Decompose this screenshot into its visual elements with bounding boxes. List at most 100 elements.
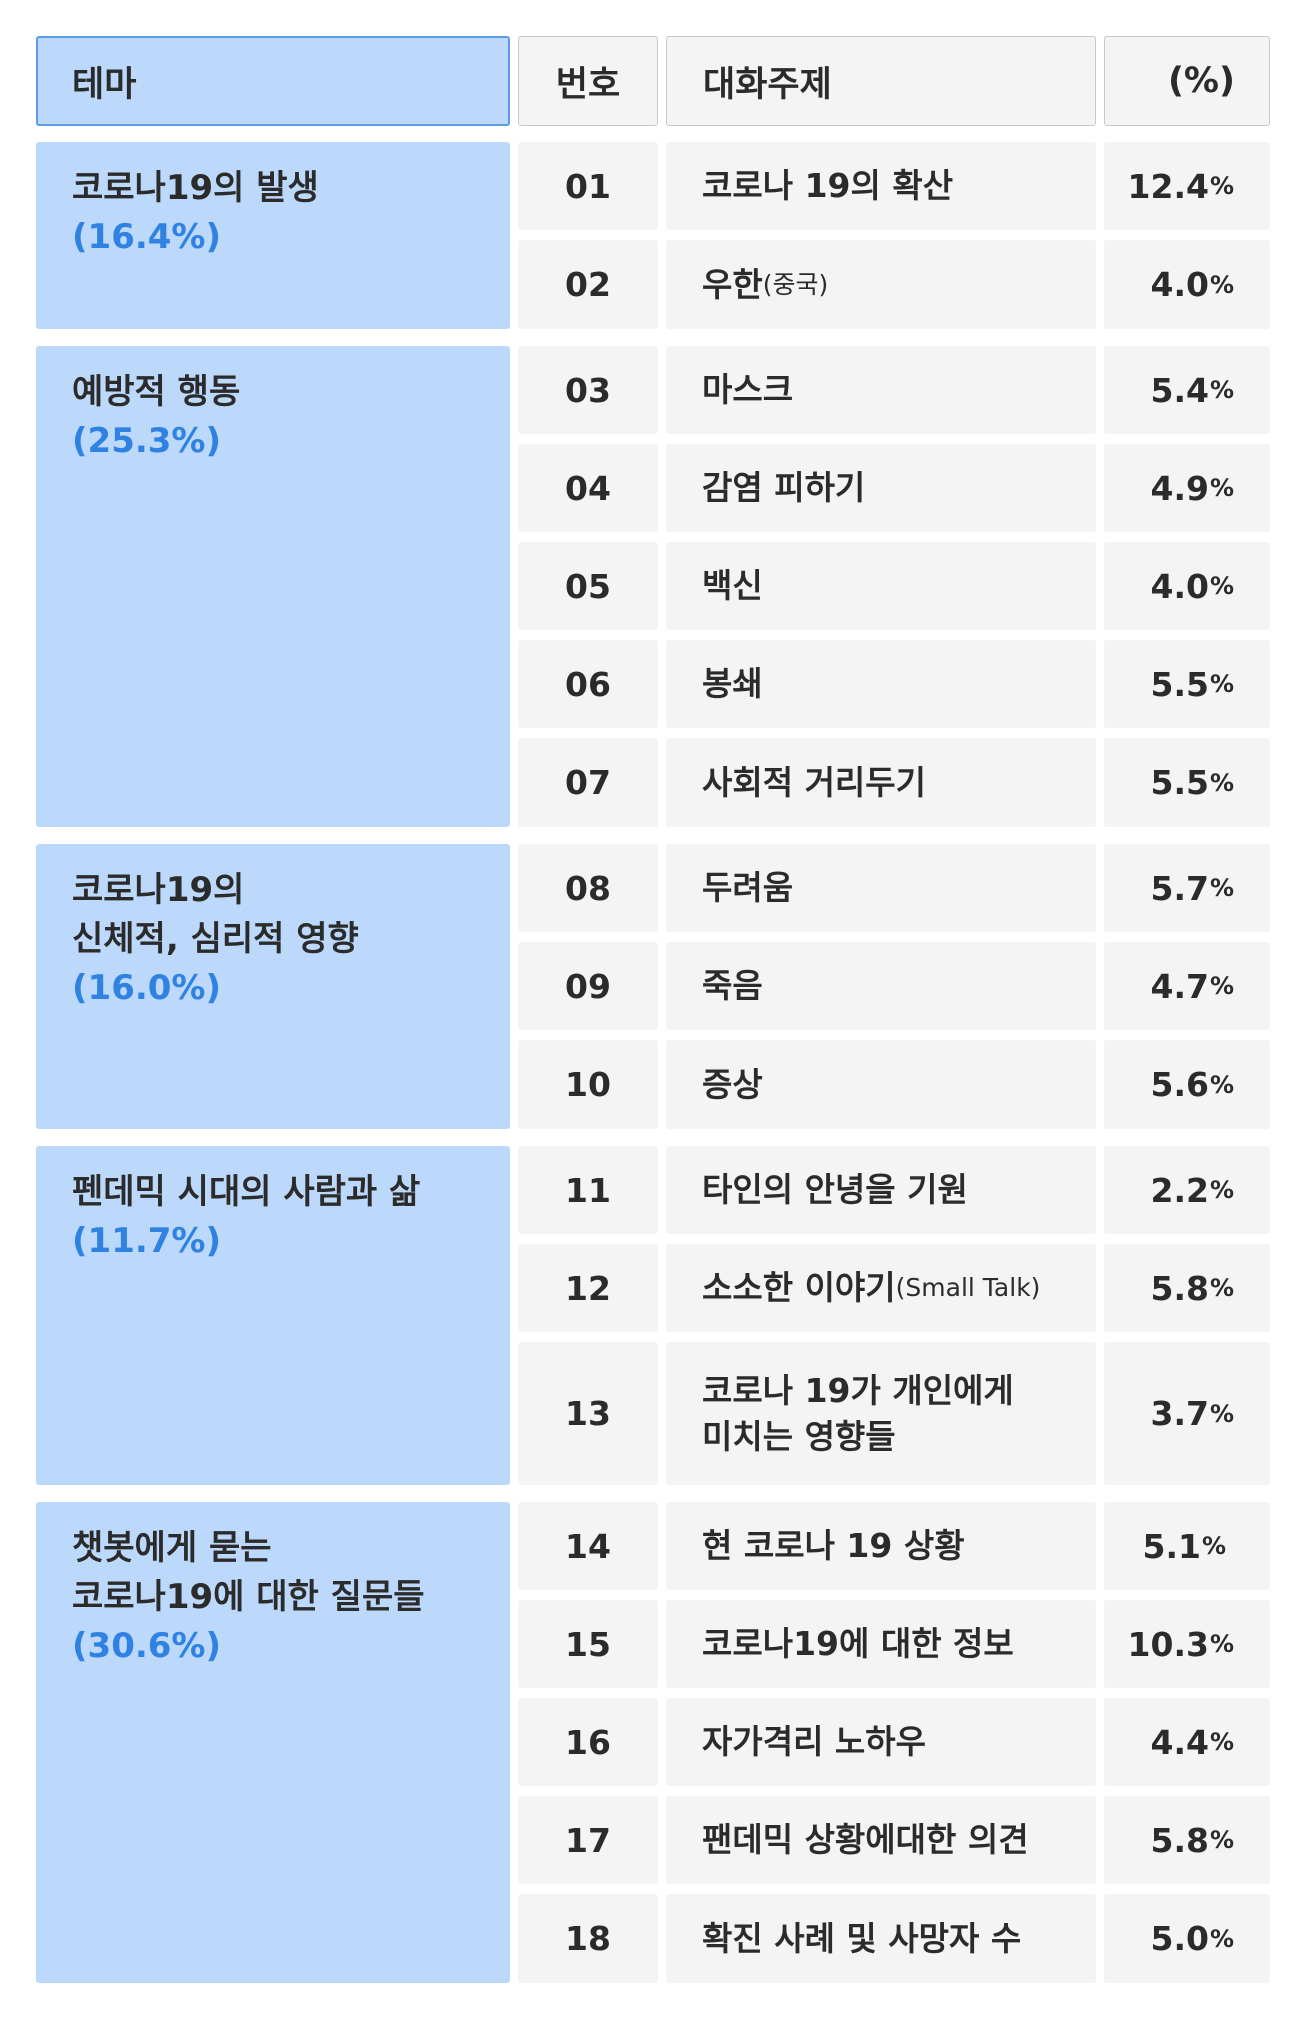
row-percent: 5.8% xyxy=(1104,1796,1270,1884)
row-number: 17 xyxy=(518,1796,658,1884)
theme-name: 펜데믹 시대의 사람과 삶 xyxy=(72,1172,421,1212)
header-topic: 대화주제 xyxy=(666,36,1096,126)
row-percent-value: 5.0 xyxy=(1150,1919,1209,1958)
row-number: 11 xyxy=(518,1146,658,1234)
row-percent: 5.0% xyxy=(1104,1894,1270,1983)
percent-sign: % xyxy=(1209,172,1234,200)
row-topic-text: 백신 xyxy=(702,566,763,605)
row-topic: 죽음 xyxy=(666,942,1096,1030)
percent-sign: % xyxy=(1209,1630,1234,1658)
row-percent-value: 5.1 xyxy=(1142,1526,1201,1566)
row-topic-text: 코로나 19의 확산 xyxy=(702,166,954,205)
header-topic-label: 대화주제 xyxy=(703,64,832,105)
row-number: 09 xyxy=(518,942,658,1030)
row-number: 06 xyxy=(518,640,658,728)
row-number: 07 xyxy=(518,738,658,827)
row-topic-text: 자가격리 노하우 xyxy=(702,1722,927,1761)
theme-percent: (16.0%) xyxy=(72,968,222,1008)
percent-sign: % xyxy=(1209,1176,1234,1204)
row-topic: 마스크 xyxy=(666,346,1096,434)
theme-cell: 코로나19의 신체적, 심리적 영향 (16.0%) xyxy=(36,844,510,1129)
row-percent: 4.0% xyxy=(1104,240,1270,329)
row-number-text: 17 xyxy=(565,1820,611,1860)
row-topic: 자가격리 노하우 xyxy=(666,1698,1096,1786)
row-topic: 확진 사례 및 사망자 수 xyxy=(666,1894,1096,1983)
row-topic-text: 증상 xyxy=(702,1064,763,1104)
percent-sign: % xyxy=(1209,376,1234,404)
row-number-text: 07 xyxy=(565,763,611,802)
row-percent-value: 5.5 xyxy=(1150,763,1209,802)
row-percent-value: 4.0 xyxy=(1150,265,1209,304)
percent-sign: % xyxy=(1209,1728,1234,1756)
row-number-text: 03 xyxy=(565,370,611,410)
row-topic: 증상 xyxy=(666,1040,1096,1129)
row-topic-text: 마스크 xyxy=(702,370,794,409)
row-number: 08 xyxy=(518,844,658,932)
percent-sign: % xyxy=(1209,1070,1234,1099)
row-topic-note: (Small Talk) xyxy=(895,1273,1041,1302)
row-number-text: 13 xyxy=(565,1394,611,1433)
row-number-text: 04 xyxy=(565,468,611,508)
row-percent: 5.5% xyxy=(1104,738,1270,827)
row-percent-value: 12.4 xyxy=(1127,166,1209,206)
row-topic-text: 우한 xyxy=(702,264,763,304)
row-topic-text: 코로나19에 대한 정보 xyxy=(702,1624,1014,1663)
row-topic-text: 두려움 xyxy=(702,868,794,907)
header-percent-label: (%) xyxy=(1167,61,1235,101)
row-percent-value: 5.8 xyxy=(1150,1268,1209,1308)
row-number-text: 12 xyxy=(565,1268,611,1308)
row-percent-value: 4.0 xyxy=(1150,566,1209,606)
theme-cell: 예방적 행동 (25.3%) xyxy=(36,346,510,827)
row-percent-value: 5.8 xyxy=(1150,1820,1209,1860)
theme-percent: (11.7%) xyxy=(72,1221,222,1261)
row-percent-value: 4.9 xyxy=(1150,468,1209,508)
row-number-text: 06 xyxy=(565,664,611,704)
row-percent: 5.7% xyxy=(1104,844,1270,932)
percent-sign: % xyxy=(1209,1924,1234,1953)
theme-cell: 챗봇에게 묻는 코로나19에 대한 질문들 (30.6%) xyxy=(36,1502,510,1983)
row-percent: 5.1% xyxy=(1104,1502,1270,1590)
row-number: 10 xyxy=(518,1040,658,1129)
percent-sign: % xyxy=(1209,270,1234,299)
percent-sign: % xyxy=(1209,874,1234,902)
row-topic-text: 소소한 이야기 xyxy=(702,1268,896,1307)
theme-percent: (30.6%) xyxy=(72,1626,222,1666)
row-percent: 10.3% xyxy=(1104,1600,1270,1688)
header-theme: 테마 xyxy=(36,36,510,126)
row-percent: 5.6% xyxy=(1104,1040,1270,1129)
percent-sign: % xyxy=(1209,1399,1234,1428)
row-number: 14 xyxy=(518,1502,658,1590)
row-number: 13 xyxy=(518,1342,658,1485)
row-topic-text: 감염 피하기 xyxy=(702,468,866,507)
row-percent-value: 10.3 xyxy=(1127,1624,1209,1664)
row-number-text: 18 xyxy=(565,1919,611,1958)
row-percent-value: 4.4 xyxy=(1150,1722,1209,1762)
row-topic: 코로나 19의 확산 xyxy=(666,142,1096,230)
row-number: 04 xyxy=(518,444,658,532)
row-number: 02 xyxy=(518,240,658,329)
row-number: 03 xyxy=(518,346,658,434)
theme-name: 코로나19의 발생 xyxy=(72,168,319,208)
percent-sign: % xyxy=(1209,972,1234,1000)
row-topic-text: 현 코로나 19 상황 xyxy=(702,1526,965,1565)
row-percent: 3.7% xyxy=(1104,1342,1270,1485)
row-number-text: 01 xyxy=(565,166,611,206)
row-topic: 우한 (중국) xyxy=(666,240,1096,329)
row-topic-text: 사회적 거리두기 xyxy=(702,762,927,802)
percent-sign: % xyxy=(1201,1532,1226,1560)
row-topic: 감염 피하기 xyxy=(666,444,1096,532)
row-topic-text: 팬데믹 상황에대한 의견 xyxy=(702,1820,1029,1859)
row-number-text: 08 xyxy=(565,868,611,908)
row-topic-text: 타인의 안녕을 기원 xyxy=(702,1170,968,1209)
percent-sign: % xyxy=(1209,670,1234,698)
row-percent-value: 5.5 xyxy=(1150,664,1209,704)
row-number-text: 05 xyxy=(565,566,611,606)
row-number: 12 xyxy=(518,1244,658,1332)
row-percent-value: 5.6 xyxy=(1150,1065,1209,1104)
row-topic-text: 죽음 xyxy=(702,966,763,1005)
row-number-text: 15 xyxy=(565,1624,611,1664)
row-number-text: 11 xyxy=(565,1170,611,1210)
row-percent-value: 5.7 xyxy=(1150,868,1209,908)
row-percent: 4.9% xyxy=(1104,444,1270,532)
percent-sign: % xyxy=(1209,572,1234,600)
